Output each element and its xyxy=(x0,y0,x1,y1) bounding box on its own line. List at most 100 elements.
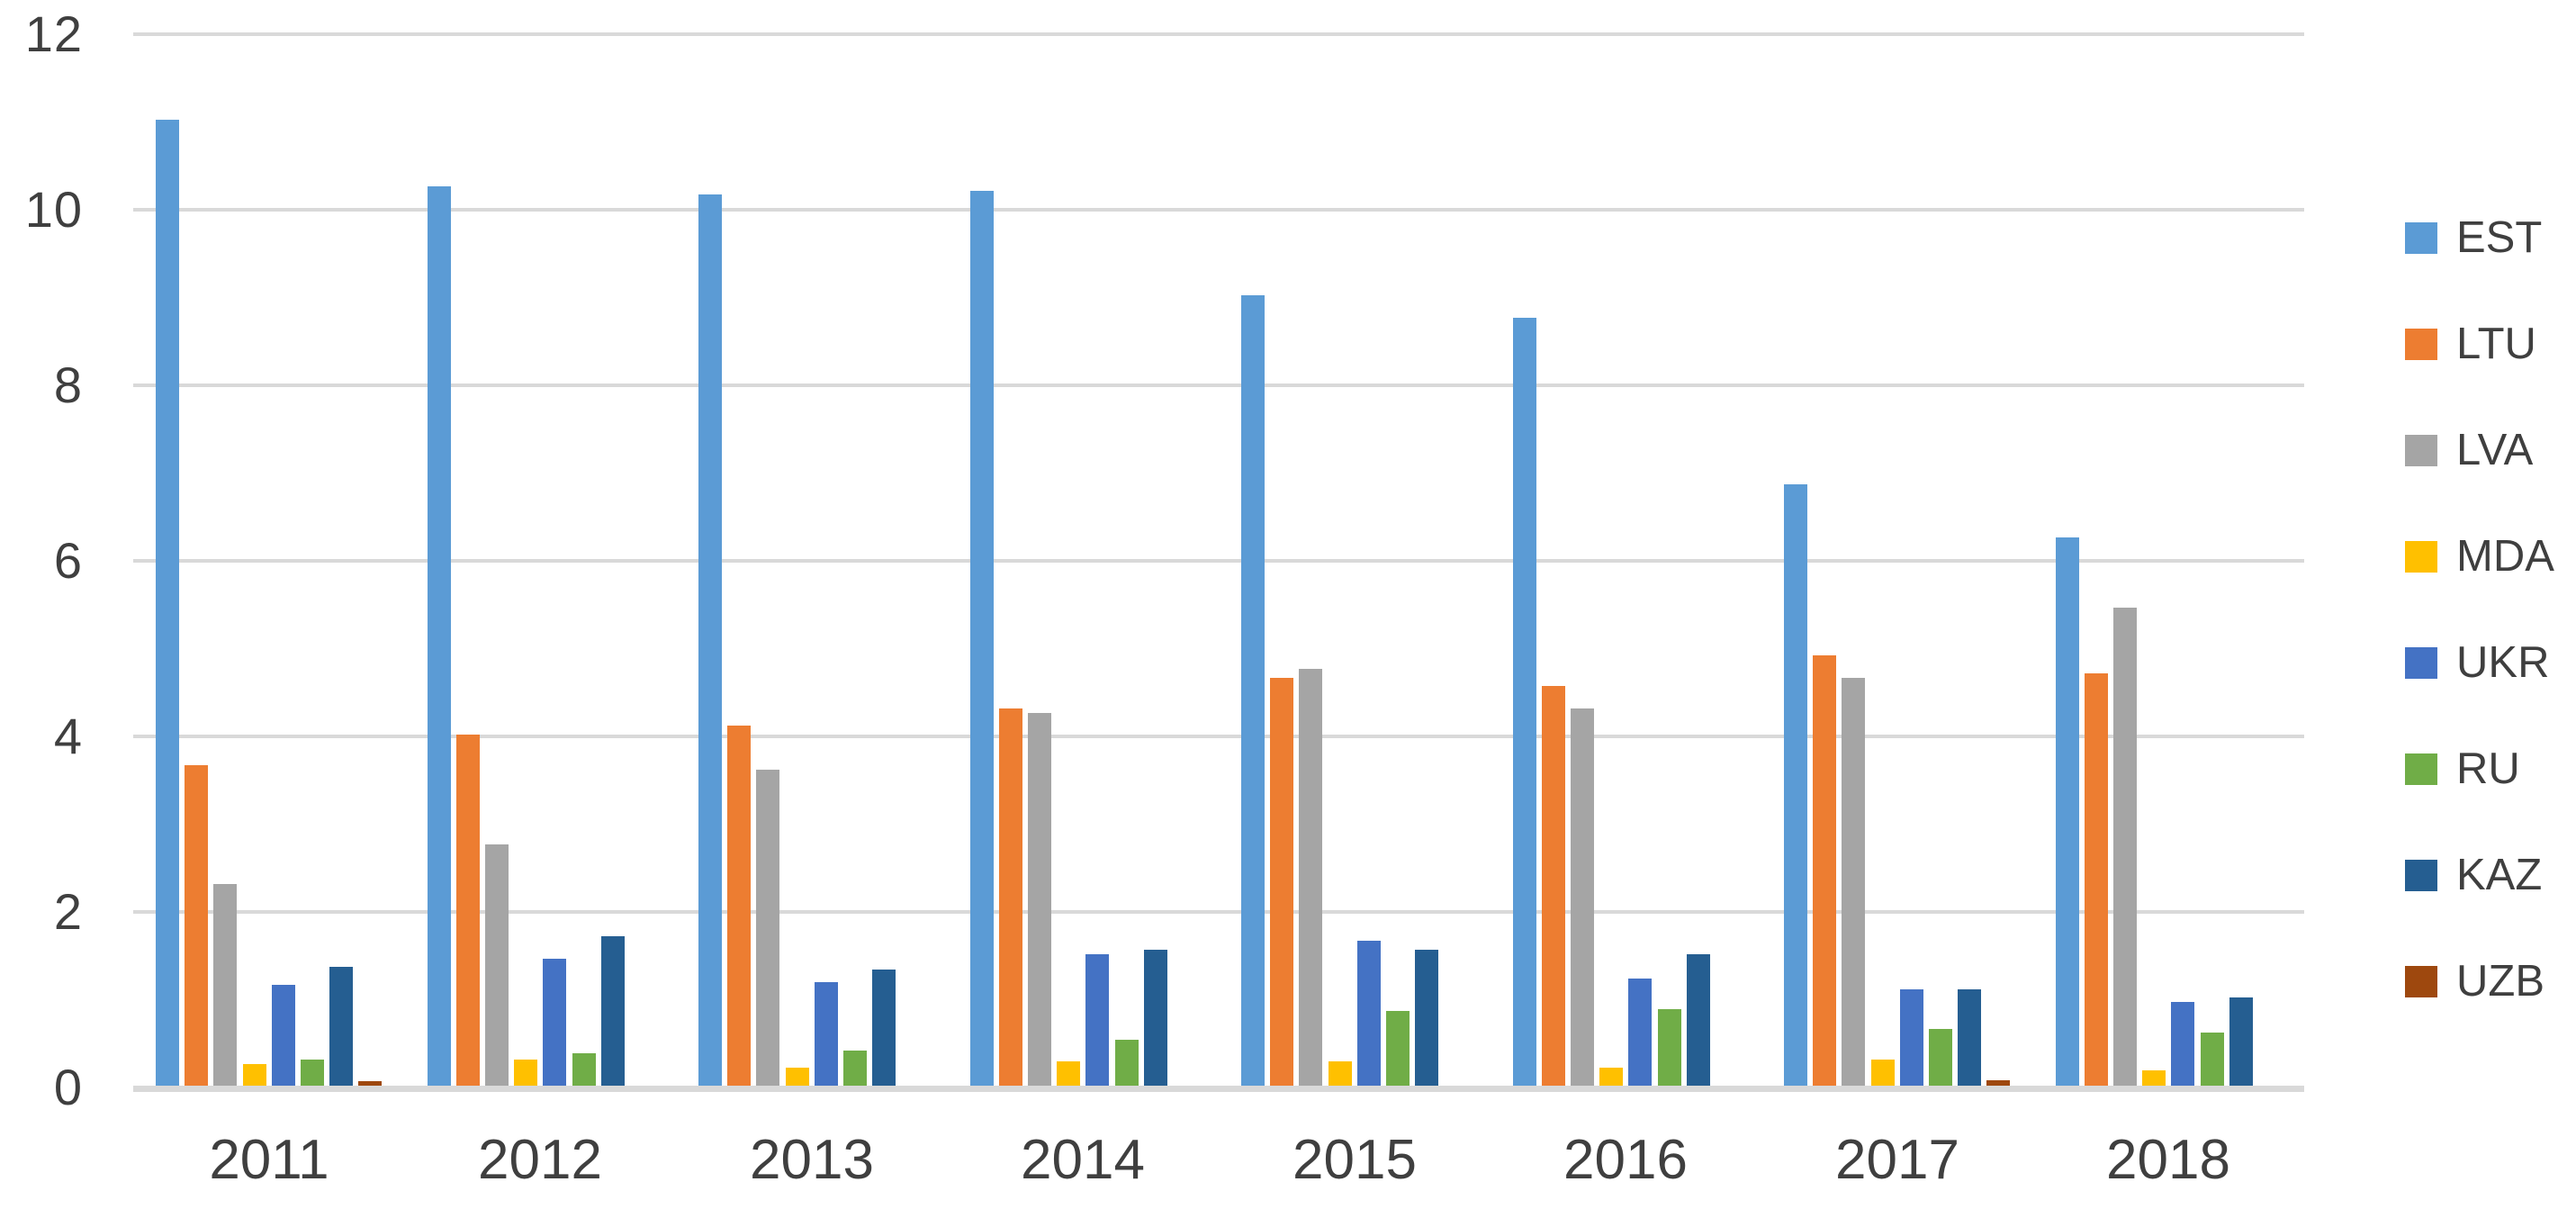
bar-RU-2013 xyxy=(843,1051,867,1086)
bar-KAZ-2018 xyxy=(2229,997,2253,1086)
bar-EST-2015 xyxy=(1241,295,1265,1086)
bar-MDA-2016 xyxy=(1599,1068,1623,1086)
bar-LVA-2017 xyxy=(1842,678,1865,1086)
bar-RU-2014 xyxy=(1115,1040,1139,1086)
legend-swatch-UKR xyxy=(2405,647,2437,679)
bar-UKR-2013 xyxy=(815,982,838,1086)
bar-LTU-2018 xyxy=(2085,673,2108,1086)
bar-UKR-2014 xyxy=(1085,954,1109,1086)
bar-LVA-2015 xyxy=(1299,669,1322,1086)
legend-swatch-EST xyxy=(2405,222,2437,254)
bar-EST-2017 xyxy=(1784,484,1807,1086)
bar-LTU-2015 xyxy=(1270,678,1293,1086)
legend-label-LTU: LTU xyxy=(2456,320,2536,368)
y-axis-label-2: 2 xyxy=(53,883,83,940)
y-axis-label-8: 8 xyxy=(53,356,83,413)
bar-EST-2012 xyxy=(428,186,451,1086)
legend-swatch-KAZ xyxy=(2405,860,2437,891)
bar-MDA-2015 xyxy=(1329,1061,1352,1086)
gridline-y-4 xyxy=(133,735,2304,738)
bar-MDA-2011 xyxy=(243,1064,266,1086)
bar-RU-2016 xyxy=(1658,1009,1681,1086)
x-axis-label-2015: 2015 xyxy=(1293,1129,1417,1191)
bar-UKR-2011 xyxy=(272,985,295,1086)
bar-LVA-2016 xyxy=(1571,708,1594,1086)
bar-EST-2011 xyxy=(156,120,179,1086)
x-axis-label-2018: 2018 xyxy=(2106,1129,2230,1191)
bar-LVA-2018 xyxy=(2113,608,2137,1086)
legend-label-RU: RU xyxy=(2456,744,2520,793)
bar-LTU-2014 xyxy=(999,708,1022,1086)
bar-UKR-2012 xyxy=(543,959,566,1086)
bar-LTU-2011 xyxy=(185,765,208,1086)
bar-UZB-2011 xyxy=(358,1081,382,1086)
legend-label-UKR: UKR xyxy=(2456,638,2550,687)
bar-KAZ-2016 xyxy=(1687,954,1710,1086)
x-axis-label-2017: 2017 xyxy=(1835,1129,1959,1191)
x-axis-line xyxy=(133,1086,2304,1092)
y-axis-label-12: 12 xyxy=(24,5,83,62)
legend-item-RU: RU xyxy=(2405,747,2520,791)
bar-MDA-2017 xyxy=(1871,1060,1895,1086)
legend-swatch-UZB xyxy=(2405,966,2437,997)
legend-swatch-MDA xyxy=(2405,541,2437,573)
gridline-y-10 xyxy=(133,208,2304,212)
bar-MDA-2012 xyxy=(514,1060,537,1086)
legend-label-EST: EST xyxy=(2456,213,2543,262)
bar-LVA-2011 xyxy=(213,884,237,1086)
legend-item-MDA: MDA xyxy=(2405,535,2554,579)
bar-MDA-2018 xyxy=(2142,1070,2166,1086)
y-axis-label-10: 10 xyxy=(24,181,83,238)
gridline-y-8 xyxy=(133,383,2304,387)
legend-label-UZB: UZB xyxy=(2456,957,2544,1006)
x-axis-label-2014: 2014 xyxy=(1021,1129,1145,1191)
legend-item-LTU: LTU xyxy=(2405,322,2536,366)
legend-label-KAZ: KAZ xyxy=(2456,851,2543,899)
legend-item-KAZ: KAZ xyxy=(2405,853,2542,898)
bar-KAZ-2013 xyxy=(872,970,896,1086)
legend-swatch-LTU xyxy=(2405,329,2437,360)
bar-EST-2018 xyxy=(2056,537,2079,1086)
bar-LVA-2013 xyxy=(756,770,779,1086)
bar-RU-2012 xyxy=(572,1053,596,1086)
legend-swatch-LVA xyxy=(2405,435,2437,466)
y-axis-label-4: 4 xyxy=(53,708,83,764)
bar-KAZ-2015 xyxy=(1415,950,1438,1086)
legend-label-MDA: MDA xyxy=(2456,532,2554,581)
bar-LTU-2017 xyxy=(1813,655,1836,1086)
bar-EST-2013 xyxy=(698,194,722,1086)
bar-RU-2011 xyxy=(301,1060,324,1086)
bar-KAZ-2017 xyxy=(1958,989,1981,1086)
gridline-y-2 xyxy=(133,910,2304,914)
bar-RU-2017 xyxy=(1929,1029,1952,1086)
legend-swatch-RU xyxy=(2405,753,2437,785)
y-axis-label-0: 0 xyxy=(53,1059,83,1115)
x-axis-label-2016: 2016 xyxy=(1563,1129,1688,1191)
bar-UKR-2018 xyxy=(2171,1002,2194,1086)
bar-EST-2016 xyxy=(1513,318,1536,1086)
bar-MDA-2014 xyxy=(1057,1061,1080,1086)
bar-KAZ-2011 xyxy=(329,967,353,1086)
gridline-y-6 xyxy=(133,559,2304,563)
y-axis-label-6: 6 xyxy=(53,532,83,589)
x-axis-label-2012: 2012 xyxy=(478,1129,602,1191)
legend-item-UZB: UZB xyxy=(2405,960,2544,1004)
bar-RU-2015 xyxy=(1386,1011,1410,1086)
bar-UZB-2017 xyxy=(1986,1080,2010,1086)
legend-item-LVA: LVA xyxy=(2405,429,2533,473)
bar-UKR-2015 xyxy=(1357,941,1381,1086)
bar-UKR-2017 xyxy=(1900,989,1923,1086)
bar-LTU-2012 xyxy=(456,735,480,1086)
gridline-y-12 xyxy=(133,32,2304,36)
bar-MDA-2013 xyxy=(786,1068,809,1086)
bar-EST-2014 xyxy=(970,191,994,1086)
x-axis-label-2013: 2013 xyxy=(750,1129,874,1191)
legend-item-EST: EST xyxy=(2405,216,2542,260)
x-axis-label-2011: 2011 xyxy=(209,1129,329,1191)
legend-label-LVA: LVA xyxy=(2456,426,2534,474)
bar-LVA-2014 xyxy=(1028,713,1051,1086)
legend-item-UKR: UKR xyxy=(2405,641,2549,685)
bar-LVA-2012 xyxy=(485,844,509,1086)
bar-UKR-2016 xyxy=(1628,979,1652,1086)
